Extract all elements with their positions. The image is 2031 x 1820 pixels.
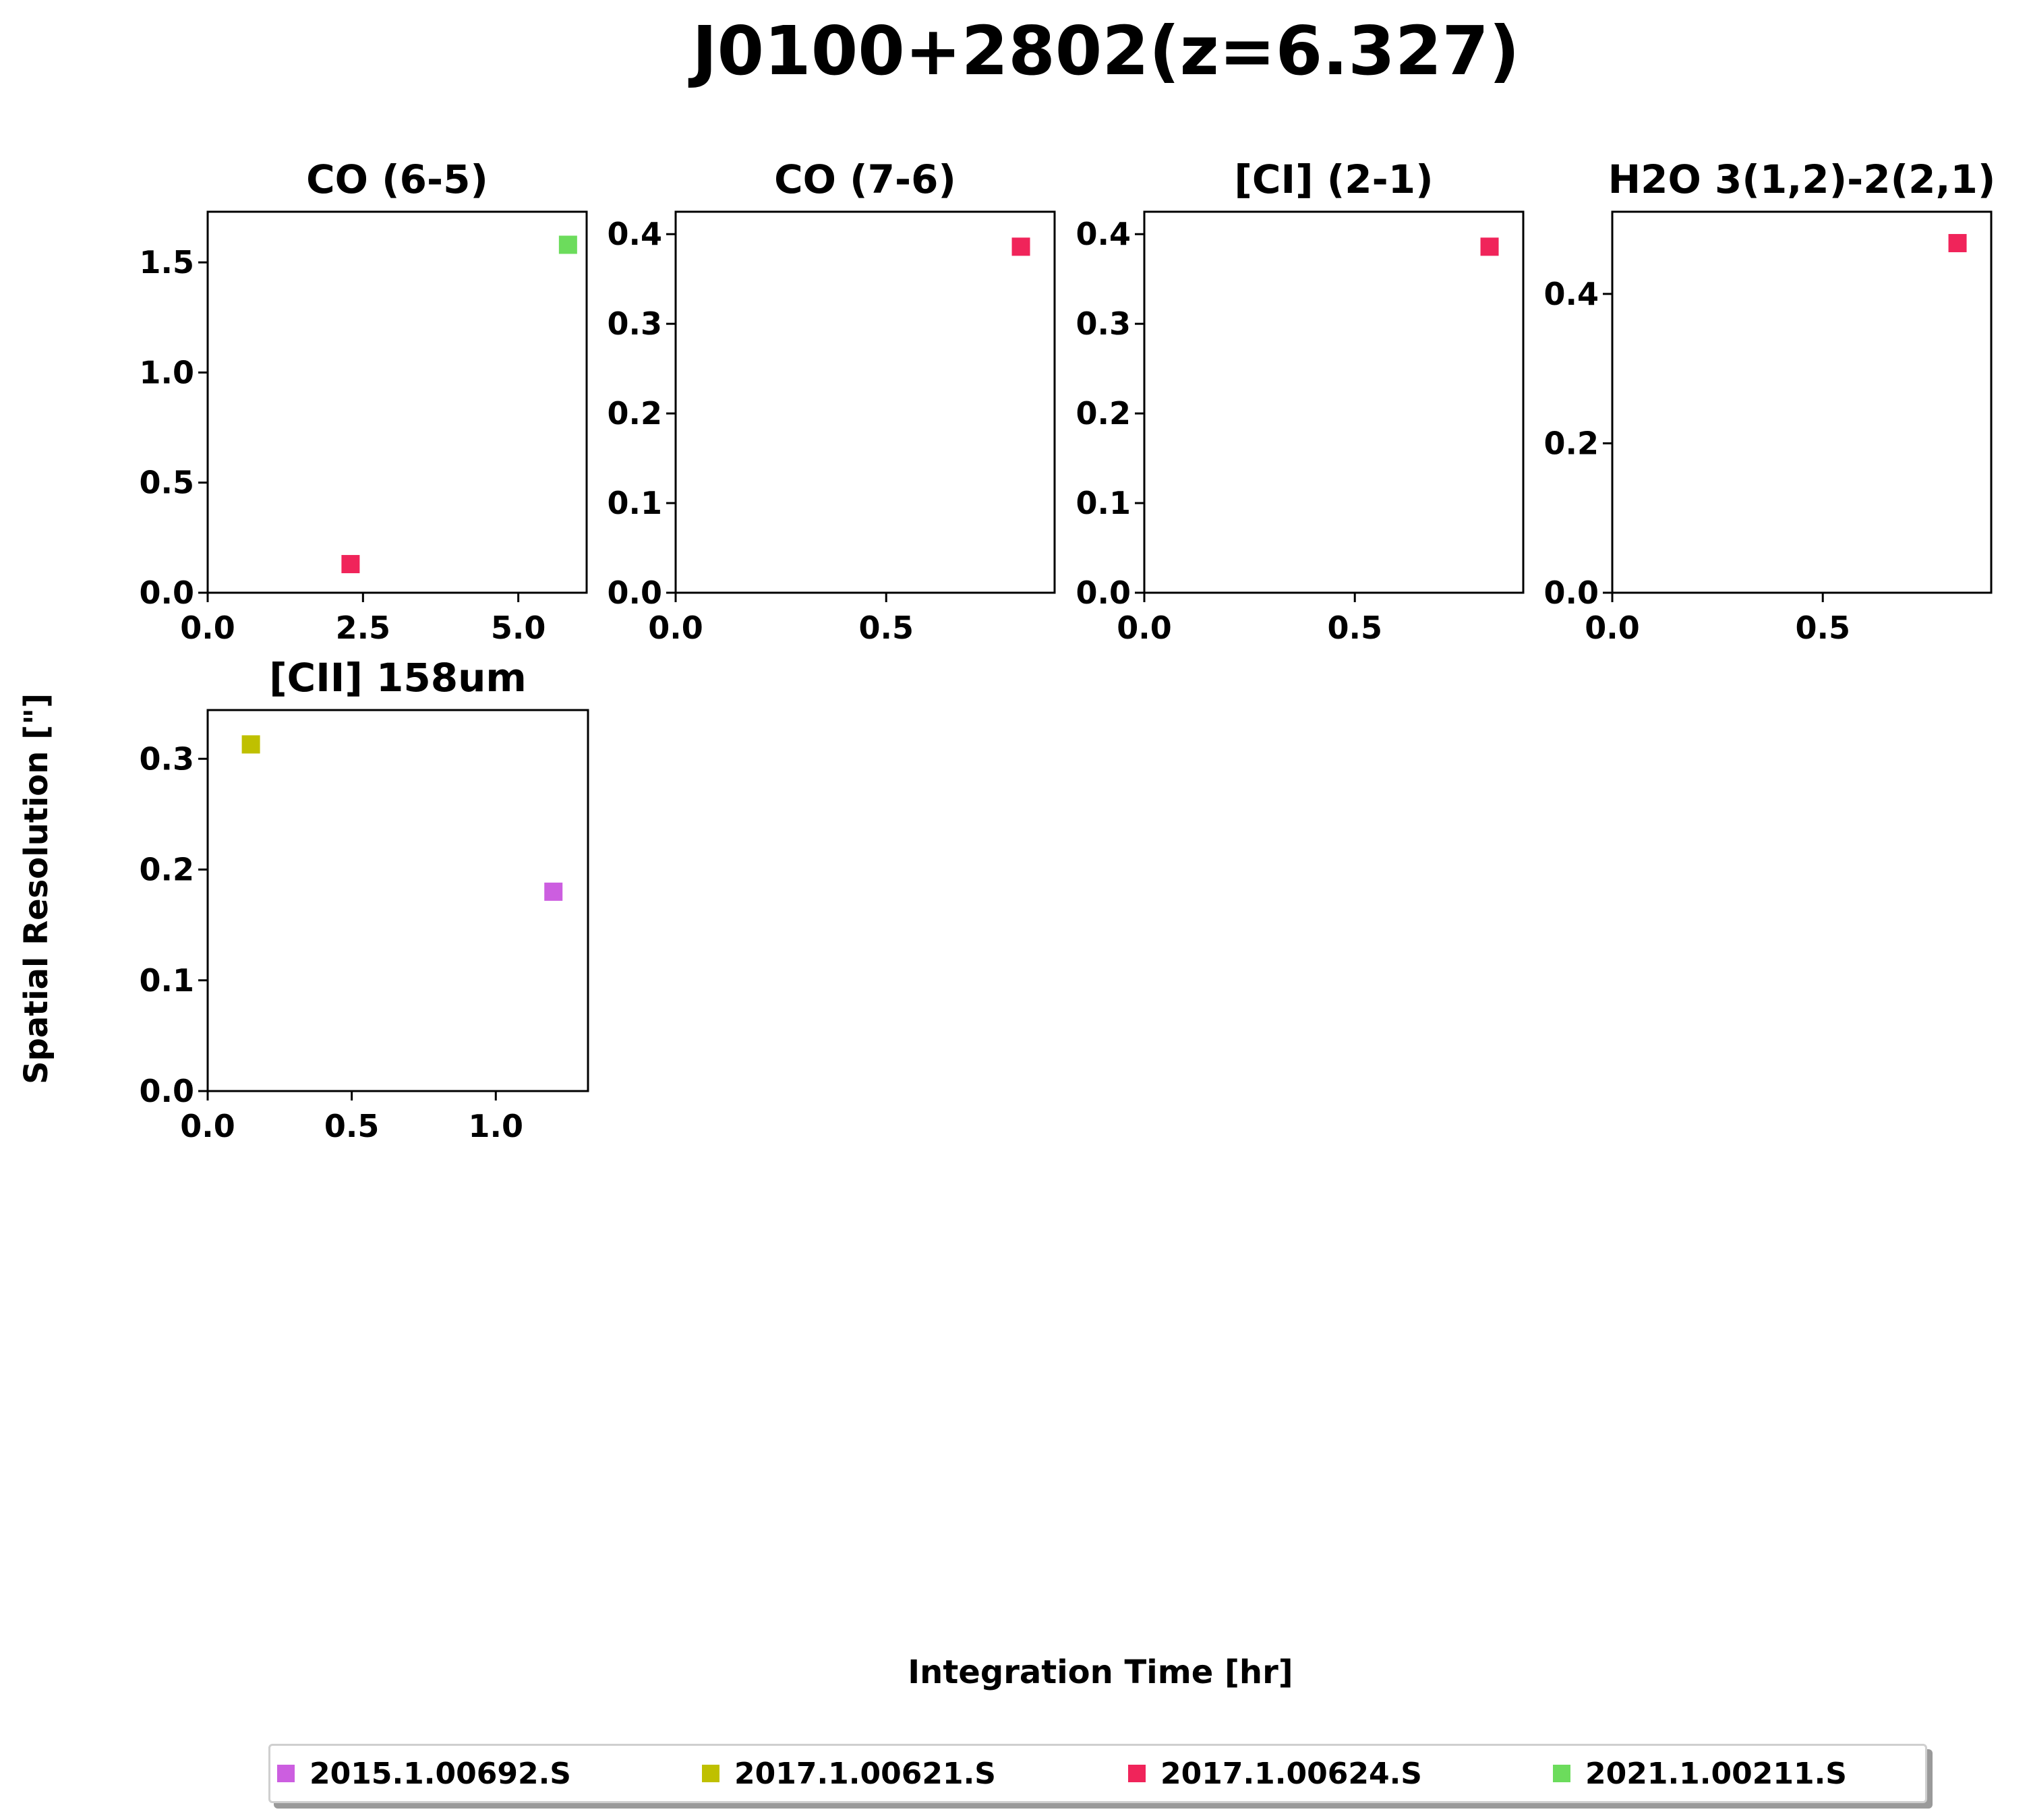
y-tick-label: 1.5	[140, 244, 195, 281]
legend-item-2017-00621: 2017.1.00621.S	[702, 1746, 996, 1801]
x-tick-label: 0.0	[180, 610, 235, 646]
x-tick-label: 0.5	[1795, 610, 1850, 646]
legend-swatch-2015	[277, 1765, 295, 1782]
y-tick-label: 0.0	[1076, 575, 1131, 611]
y-tick-label: 0.4	[1076, 216, 1131, 252]
figure-title: J0100+2802(z=6.327)	[688, 11, 1519, 90]
data-point	[241, 735, 260, 754]
y-tick-label: 0.3	[1076, 305, 1131, 342]
data-point	[1948, 234, 1967, 253]
subplot-title: CO (7-6)	[774, 156, 956, 202]
subplot-2: CO (7-6) 0.0 0.5 0.0 0.1 0.2 0.3 0.4	[608, 156, 1056, 646]
x-tick-label: 0.5	[324, 1108, 380, 1144]
y-tick-label: 0.0	[140, 575, 195, 611]
legend-label-2017-00621: 2017.1.00621.S	[734, 1756, 996, 1791]
axes-frame	[206, 709, 589, 1092]
legend-swatch-2017-00621	[702, 1765, 719, 1782]
x-axis-label: Integration Time [hr]	[908, 1653, 1293, 1691]
data-point	[544, 882, 563, 901]
legend-label-2021: 2021.1.00211.S	[1585, 1756, 1847, 1791]
axes-frame	[206, 210, 588, 594]
y-tick-label: 0.1	[608, 485, 663, 521]
legend-item-2017-00624: 2017.1.00624.S	[1128, 1746, 1422, 1801]
data-point	[558, 235, 577, 254]
subplot-grid: CO (6-5) 0.0 2.5 5.0 0.0 0.5 1.0 1.5 CO (7-6) 0.0…	[140, 156, 1996, 1144]
legend-swatch-2017-00624	[1128, 1765, 1146, 1782]
x-tick-label: 0.0	[180, 1108, 235, 1144]
y-tick-label: 0.2	[1076, 395, 1131, 432]
legend-item-2021: 2021.1.00211.S	[1553, 1746, 1847, 1801]
legend-label-2017-00624: 2017.1.00624.S	[1160, 1756, 1422, 1791]
y-tick-label: 0.0	[140, 1073, 195, 1109]
x-tick-label: 5.0	[491, 610, 546, 646]
subplot-5: [CII] 158um 0.0 0.5 1.0 0.0 0.1 0.2 0.3	[140, 655, 589, 1144]
subplot-title: [CI] (2-1)	[1234, 156, 1433, 202]
x-tick-label: 0.5	[1327, 610, 1382, 646]
subplot-1: CO (6-5) 0.0 2.5 5.0 0.0 0.5 1.0 1.5	[140, 156, 588, 646]
subplot-4: H2O 3(1,2)-2(2,1) 0.0 0.5 0.0 0.2 0.4	[1544, 156, 1996, 646]
y-tick-label: 0.3	[608, 305, 663, 342]
x-tick-label: 0.5	[858, 610, 914, 646]
y-tick-label: 0.3	[140, 740, 195, 777]
subplot-title: [CII] 158um	[269, 655, 527, 701]
y-tick-label: 0.2	[1544, 425, 1599, 461]
legend: 2015.1.00692.S 2017.1.00621.S 2017.1.006…	[268, 1744, 1927, 1803]
y-tick-label: 0.0	[608, 575, 663, 611]
y-tick-label: 0.2	[608, 395, 663, 432]
data-point	[1480, 237, 1499, 256]
x-tick-label: 1.0	[469, 1108, 524, 1144]
subplot-title: CO (6-5)	[306, 156, 488, 202]
x-tick-label: 0.0	[1585, 610, 1640, 646]
y-axis-label: Spatial Resolution ["]	[18, 693, 55, 1084]
y-tick-label: 0.0	[1544, 575, 1599, 611]
subplot-title: H2O 3(1,2)-2(2,1)	[1608, 156, 1996, 202]
axes-frame	[674, 210, 1056, 594]
y-tick-label: 0.4	[608, 216, 663, 252]
subplot-3: [CI] (2-1) 0.0 0.5 0.0 0.1 0.2 0.3 0.4	[1076, 156, 1525, 646]
axes-frame	[1611, 210, 1993, 594]
y-tick-label: 0.2	[140, 852, 195, 888]
y-tick-label: 1.0	[140, 354, 195, 390]
legend-swatch-2021	[1553, 1765, 1570, 1782]
axes-frame	[1143, 210, 1525, 594]
legend-label-2015: 2015.1.00692.S	[310, 1756, 571, 1791]
x-tick-label: 0.0	[648, 610, 703, 646]
y-tick-label: 0.4	[1544, 276, 1599, 312]
x-tick-label: 2.5	[336, 610, 391, 646]
y-tick-label: 0.1	[1076, 485, 1131, 521]
data-point	[1011, 237, 1030, 256]
x-tick-label: 0.0	[1117, 610, 1172, 646]
y-tick-label: 0.1	[140, 962, 195, 999]
legend-item-2015: 2015.1.00692.S	[277, 1746, 571, 1801]
y-tick-label: 0.5	[140, 465, 195, 501]
data-point	[341, 555, 360, 574]
